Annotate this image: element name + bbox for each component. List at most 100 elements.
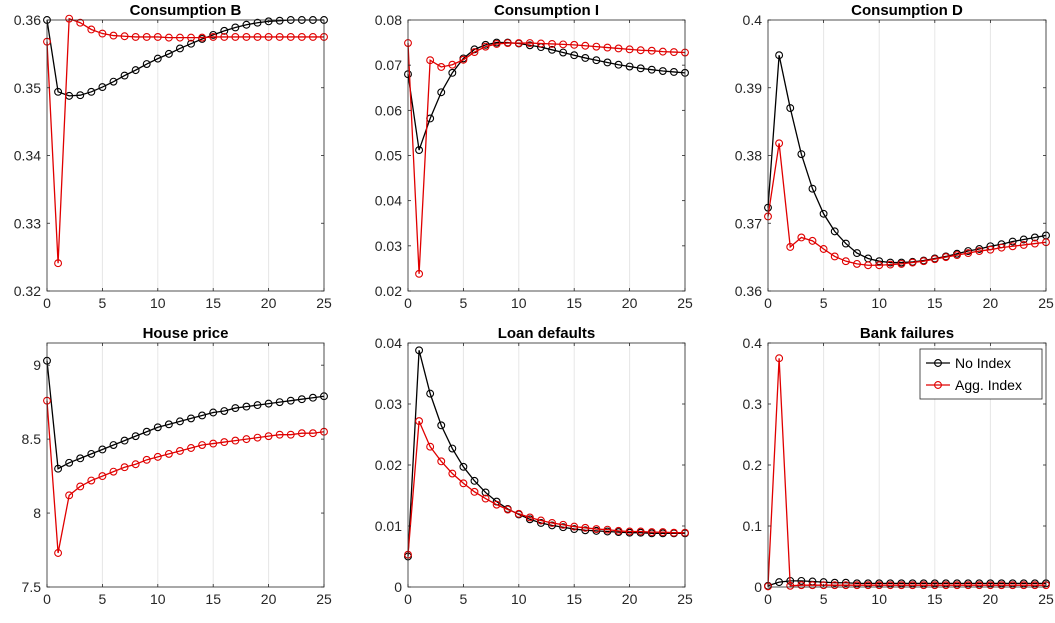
data-point — [908, 581, 917, 590]
data-point — [559, 40, 568, 49]
chart-title: Consumption B — [130, 2, 242, 19]
data-point — [775, 354, 784, 363]
x-tick-label: 0 — [764, 295, 772, 311]
data-point — [986, 245, 995, 254]
data-point — [253, 433, 262, 442]
data-point — [636, 46, 645, 55]
data-point — [841, 581, 850, 590]
x-tick-label: 20 — [983, 295, 999, 311]
axes-box — [407, 342, 686, 588]
x-tick-label: 15 — [566, 295, 582, 311]
y-tick-label: 0.33 — [14, 215, 41, 231]
data-point — [253, 401, 262, 410]
data-point — [514, 39, 523, 47]
series-line-1 — [46, 360, 325, 470]
data-point — [120, 463, 129, 472]
x-tick-label: 5 — [820, 591, 828, 607]
data-point — [658, 528, 667, 537]
y-tick-label: 0.04 — [375, 193, 402, 209]
data-point — [87, 87, 96, 96]
legend-marker — [934, 359, 942, 367]
x-tick-label: 10 — [511, 591, 527, 607]
data-point — [187, 33, 195, 42]
data-point — [231, 404, 240, 413]
y-tick-label: 0.3 — [743, 396, 763, 412]
data-point — [581, 53, 590, 62]
series-line-2 — [767, 143, 1047, 266]
y-tick-label: 0.39 — [735, 80, 762, 96]
series-line-1 — [407, 41, 686, 151]
data-point — [492, 500, 501, 509]
y-tick-label: 9 — [33, 357, 41, 373]
data-point — [625, 527, 634, 536]
data-point — [625, 45, 634, 54]
y-tick-label: 0.34 — [14, 148, 41, 164]
data-point — [437, 88, 446, 97]
x-tick-label: 0 — [43, 591, 51, 607]
data-point — [864, 261, 873, 270]
data-point — [198, 33, 207, 42]
data-point — [997, 581, 1006, 590]
data-point — [964, 581, 973, 590]
data-point — [1008, 581, 1017, 590]
series-line-1 — [46, 19, 324, 97]
data-point — [242, 402, 251, 411]
y-tick-label: 7.5 — [22, 579, 42, 595]
chart-panel-2: 0.02 0.03 0.04 0.05 0.06 0.07 0.08 0 5 10 15 20 25 Co… — [375, 2, 693, 311]
y-tick-label: 0.37 — [735, 215, 762, 231]
y-tick-label: 0.1 — [743, 518, 763, 534]
data-point — [131, 66, 140, 75]
data-point — [153, 423, 162, 432]
y-tick-label: 0.03 — [375, 238, 402, 254]
data-point — [514, 509, 523, 518]
chart-title: Loan defaults — [498, 325, 596, 342]
x-tick-label: 25 — [677, 591, 693, 607]
data-point — [198, 411, 207, 420]
y-tick-label: 0.04 — [375, 335, 402, 351]
data-point — [1030, 581, 1039, 590]
data-point — [131, 432, 140, 441]
data-point — [581, 41, 590, 50]
legend-box — [919, 348, 1043, 400]
data-point — [308, 32, 317, 41]
y-tick-label: 0.07 — [375, 57, 402, 73]
data-point — [176, 44, 184, 53]
x-tick-label: 20 — [622, 295, 638, 311]
data-point — [658, 47, 667, 56]
data-point — [897, 581, 906, 590]
data-point — [537, 518, 545, 527]
data-point — [65, 458, 74, 467]
data-point — [448, 60, 457, 69]
data-point — [220, 26, 229, 35]
data-point — [830, 252, 839, 261]
data-point — [153, 54, 162, 63]
data-point — [198, 441, 207, 449]
data-point — [448, 469, 457, 478]
x-tick-label: 10 — [871, 591, 887, 607]
data-point — [1030, 233, 1039, 242]
data-point — [908, 258, 917, 267]
y-tick-label: 0.4 — [743, 335, 763, 351]
data-point — [592, 42, 601, 51]
data-point — [775, 139, 784, 148]
axes-box — [46, 19, 325, 292]
data-point — [253, 32, 262, 41]
chart-title: Bank failures — [860, 325, 954, 342]
data-point — [426, 442, 435, 451]
data-point — [919, 581, 928, 590]
data-point — [209, 32, 218, 41]
data-point — [797, 233, 806, 242]
data-point — [841, 578, 850, 587]
data-point — [231, 23, 240, 32]
data-point — [209, 408, 218, 417]
legend-label: Agg. Index — [955, 377, 1022, 393]
data-point — [164, 420, 173, 429]
data-point — [220, 32, 229, 41]
data-point — [559, 523, 568, 532]
data-point — [297, 395, 306, 404]
data-point — [964, 247, 973, 255]
x-tick-label: 5 — [820, 295, 828, 311]
data-point — [109, 31, 118, 40]
